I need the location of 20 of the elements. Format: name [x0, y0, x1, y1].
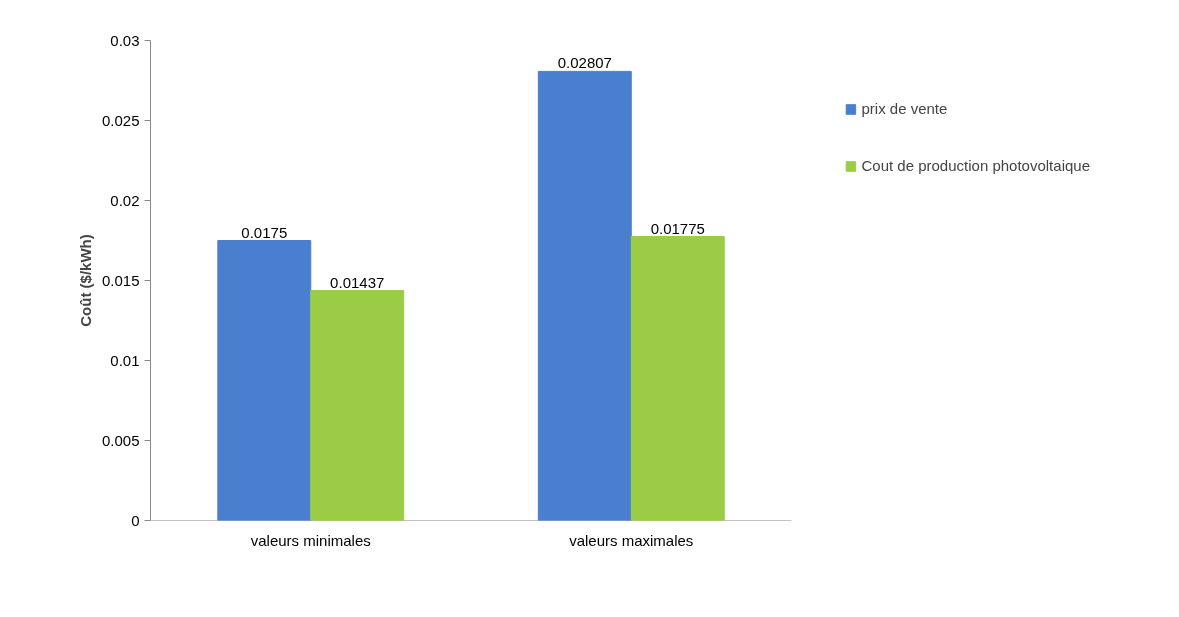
bar — [537, 70, 632, 521]
bar — [310, 290, 405, 521]
data-label: 0.0175 — [241, 223, 288, 241]
y-tick-label: 0.005 — [101, 431, 140, 449]
x-tick-label: valeurs minimales — [250, 531, 371, 549]
x-tick-label: valeurs maximales — [569, 531, 694, 549]
data-label: 0.02807 — [557, 54, 612, 72]
y-tick-label: 0.01 — [110, 351, 140, 369]
data-label: 0.01775 — [650, 219, 705, 237]
legend-label: prix de vente — [861, 100, 948, 117]
data-label: 0.01437 — [330, 273, 385, 291]
y-tick-label: 0.02 — [110, 191, 140, 209]
y-tick-label: 0.015 — [101, 271, 140, 289]
bar — [217, 240, 312, 521]
y-tick-label: 0 — [131, 511, 140, 529]
bar — [630, 236, 725, 521]
y-axis-title: Coût ($/kWh) — [76, 234, 94, 327]
legend-label: Cout de production photovoltaique — [861, 157, 1090, 174]
y-tick-label: 0.025 — [101, 111, 140, 129]
y-tick-label: 0.03 — [110, 31, 140, 49]
